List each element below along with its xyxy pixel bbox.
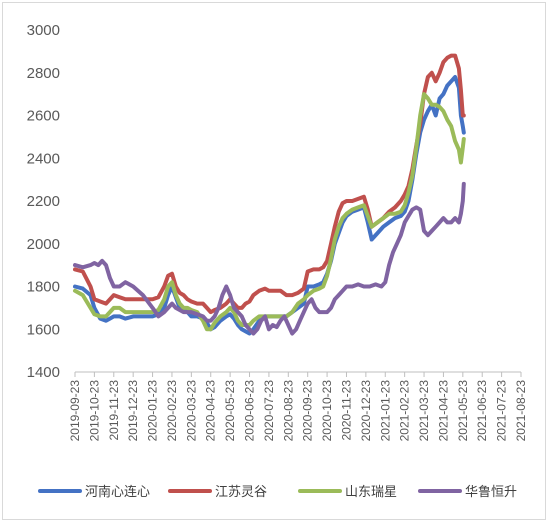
x-tick-label: 2021-04-23 xyxy=(436,380,450,442)
x-tick-label: 2020-10-23 xyxy=(320,380,334,442)
series-line-2 xyxy=(73,53,466,315)
y-axis: 1400 1600 1800 2000 2200 2400 2600 2800 3000 xyxy=(27,22,60,381)
x-tick-label: 2019-11-23 xyxy=(107,380,121,441)
x-tick-label: 2021-07-23 xyxy=(495,380,509,442)
x-tick-label: 2020-06-23 xyxy=(243,380,257,442)
y-tick-label: 2200 xyxy=(27,193,60,210)
x-tick-label: 2020-11-23 xyxy=(339,380,353,441)
y-tick-label: 1600 xyxy=(27,321,60,338)
legend-label-1: 河南心连心 xyxy=(85,484,150,500)
x-tick-label: 2020-03-23 xyxy=(184,380,198,442)
x-tick-label: 2019-12-23 xyxy=(126,380,140,442)
x-tick-label: 2021-02-23 xyxy=(398,380,412,442)
x-tick-label: 2021-01-23 xyxy=(378,380,392,442)
x-tick-label: 2020-01-23 xyxy=(146,380,160,442)
x-tick-label: 2020-07-23 xyxy=(262,380,276,442)
x-tick-label: 2020-09-23 xyxy=(301,380,315,442)
x-tick-label: 2020-08-23 xyxy=(281,380,295,442)
legend-label-4: 华鲁恒升 xyxy=(465,485,517,500)
y-tick-label: 2600 xyxy=(27,108,60,125)
chart-frame xyxy=(2,2,546,520)
x-tick-label: 2020-12-23 xyxy=(359,380,373,442)
x-tick-label: 2021-05-23 xyxy=(456,380,470,442)
x-tick-label: 2020-04-23 xyxy=(204,380,218,442)
x-tick-label: 2020-02-23 xyxy=(165,380,179,442)
x-tick-label: 2019-10-23 xyxy=(87,380,101,442)
y-tick-label: 3000 xyxy=(27,22,60,39)
series-lines xyxy=(73,53,466,336)
y-tick-label: 2400 xyxy=(27,150,60,167)
legend-label-2: 江苏灵谷 xyxy=(215,484,267,500)
y-tick-label: 1400 xyxy=(27,364,60,381)
x-tick-label: 2021-06-23 xyxy=(475,380,489,442)
x-tick-label: 2021-03-23 xyxy=(417,380,431,442)
legend: 河南心连心 江苏灵谷 山东瑞星 华鲁恒升 xyxy=(38,484,517,500)
series-line-4 xyxy=(73,181,466,336)
x-tick-label: 2020-05-23 xyxy=(223,380,237,442)
x-tick-label: 2019-09-23 xyxy=(68,380,82,442)
y-tick-label: 2000 xyxy=(27,236,60,253)
y-tick-label: 1800 xyxy=(27,279,60,296)
x-axis: 2019-09-23 2019-10-23 2019-11-23 2019-12-23… xyxy=(68,371,528,442)
x-tick-label: 2021-08-23 xyxy=(514,380,528,442)
legend-label-3: 山东瑞星 xyxy=(345,485,397,500)
y-tick-label: 2800 xyxy=(27,65,60,82)
